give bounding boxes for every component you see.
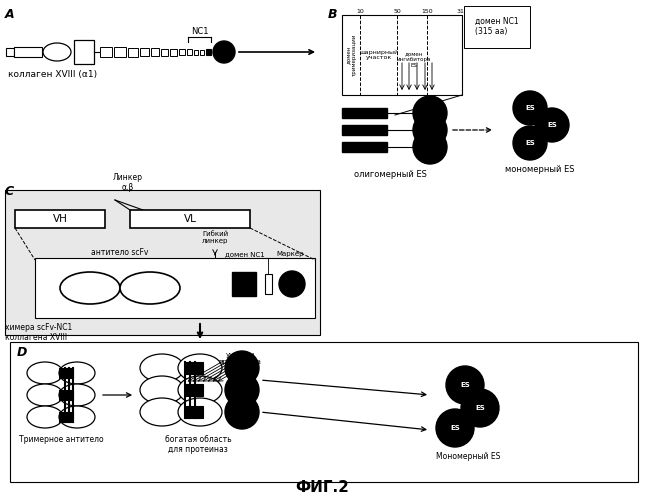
Bar xyxy=(5,190,320,335)
Text: NC1: NC1 xyxy=(191,27,208,36)
Bar xyxy=(151,48,159,56)
Text: участки
протеолиза: участки протеолиза xyxy=(219,352,261,365)
Text: коллаген XVIII (α1): коллаген XVIII (α1) xyxy=(8,70,97,79)
Ellipse shape xyxy=(27,362,63,384)
Text: олигомерный ES: олигомерный ES xyxy=(353,170,426,179)
Bar xyxy=(130,210,250,228)
Bar xyxy=(170,49,177,56)
Ellipse shape xyxy=(140,376,184,404)
Circle shape xyxy=(225,395,259,429)
Circle shape xyxy=(461,389,499,427)
Ellipse shape xyxy=(59,406,95,428)
Text: VL: VL xyxy=(184,214,197,224)
Circle shape xyxy=(413,96,447,130)
Text: 10: 10 xyxy=(356,9,364,14)
Text: VH: VH xyxy=(52,214,68,224)
Text: домен NC1
(315 аа): домен NC1 (315 аа) xyxy=(475,17,519,36)
Ellipse shape xyxy=(178,354,222,382)
Circle shape xyxy=(413,130,447,164)
Circle shape xyxy=(513,126,547,160)
Bar xyxy=(194,50,198,55)
Text: химера scFv-NC1
коллагена XVIII: химера scFv-NC1 коллагена XVIII xyxy=(5,323,72,342)
Text: B: B xyxy=(328,8,337,21)
Text: богатая область
для протеиназ: богатая область для протеиназ xyxy=(164,435,232,454)
Text: ES: ES xyxy=(525,140,535,146)
Bar xyxy=(140,48,149,56)
Ellipse shape xyxy=(120,272,180,304)
Text: 150: 150 xyxy=(421,9,433,14)
Bar xyxy=(74,40,94,64)
Text: 50: 50 xyxy=(393,9,401,14)
Ellipse shape xyxy=(43,43,71,61)
Text: ES: ES xyxy=(460,382,470,388)
Text: 315: 315 xyxy=(456,9,468,14)
Bar xyxy=(59,412,73,422)
Ellipse shape xyxy=(178,376,222,404)
Bar xyxy=(59,368,73,378)
Bar xyxy=(179,49,185,55)
Ellipse shape xyxy=(59,362,95,384)
Bar xyxy=(128,48,138,57)
Bar xyxy=(342,125,387,135)
Bar xyxy=(342,108,387,118)
Text: D: D xyxy=(17,346,27,359)
Text: ES: ES xyxy=(547,122,557,128)
Bar xyxy=(232,272,256,296)
Text: Линкер
α,β: Линкер α,β xyxy=(113,172,143,192)
Text: ES: ES xyxy=(450,425,460,431)
Text: Мономерный ES: Мономерный ES xyxy=(436,452,500,461)
Circle shape xyxy=(513,91,547,125)
Bar xyxy=(187,49,192,55)
Text: A: A xyxy=(5,8,15,21)
Bar xyxy=(14,47,42,57)
Circle shape xyxy=(436,409,474,447)
Text: Маркер: Маркер xyxy=(276,251,304,257)
Ellipse shape xyxy=(27,406,63,428)
Text: Тримерное антитело: Тримерное антитело xyxy=(19,435,103,444)
Bar xyxy=(6,48,14,56)
Bar xyxy=(185,362,203,374)
Bar xyxy=(185,406,203,418)
Text: домен
ингибитора
ES: домен ингибитора ES xyxy=(397,52,432,68)
Text: шарнирный
участок: шарнирный участок xyxy=(359,50,398,60)
Text: ФИГ.2: ФИГ.2 xyxy=(295,480,349,495)
Bar xyxy=(161,49,168,56)
Text: ES: ES xyxy=(475,405,485,411)
Bar xyxy=(100,47,112,57)
Bar xyxy=(59,390,73,400)
Bar xyxy=(342,142,387,152)
Circle shape xyxy=(413,113,447,147)
Ellipse shape xyxy=(178,398,222,426)
Ellipse shape xyxy=(60,272,120,304)
Bar xyxy=(185,384,203,396)
Circle shape xyxy=(225,373,259,407)
Circle shape xyxy=(279,271,305,297)
Circle shape xyxy=(225,351,259,385)
Bar xyxy=(35,258,315,318)
Text: ES: ES xyxy=(525,105,535,111)
Text: C: C xyxy=(5,185,14,198)
Ellipse shape xyxy=(140,354,184,382)
Bar xyxy=(114,47,126,57)
Ellipse shape xyxy=(59,384,95,406)
Text: Гибкий
линкер: Гибкий линкер xyxy=(202,231,228,244)
Circle shape xyxy=(213,41,235,63)
Ellipse shape xyxy=(140,398,184,426)
Text: мономерный ES: мономерный ES xyxy=(505,165,575,174)
Text: домен NC1: домен NC1 xyxy=(225,251,265,257)
Bar xyxy=(15,210,105,228)
Ellipse shape xyxy=(27,384,63,406)
Bar xyxy=(206,49,211,55)
Text: домен
тримеризации: домен тримеризации xyxy=(346,34,357,76)
Bar xyxy=(265,274,272,294)
Bar xyxy=(342,15,462,95)
Bar xyxy=(200,50,204,55)
Circle shape xyxy=(446,366,484,404)
Text: антитело scFv: антитело scFv xyxy=(92,248,149,257)
Circle shape xyxy=(535,108,569,142)
Bar xyxy=(10,342,638,482)
